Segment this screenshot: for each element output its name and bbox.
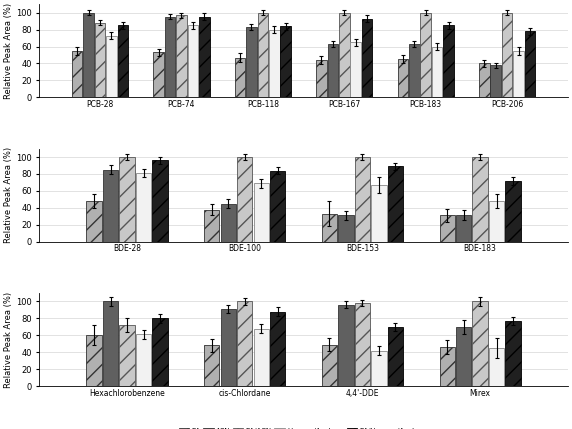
Bar — [489, 348, 505, 386]
Bar — [204, 209, 220, 242]
Bar — [338, 215, 353, 242]
Bar — [388, 166, 403, 242]
Bar — [432, 46, 442, 97]
Bar — [152, 318, 168, 386]
Bar — [328, 44, 338, 97]
Bar — [456, 327, 471, 386]
Bar — [502, 12, 513, 97]
Bar — [472, 157, 488, 242]
Bar — [84, 12, 94, 97]
Y-axis label: Relative Peak Area (%): Relative Peak Area (%) — [4, 3, 13, 99]
Bar — [72, 51, 82, 97]
Bar — [235, 57, 245, 97]
Bar — [362, 18, 372, 97]
Bar — [270, 171, 285, 242]
Bar — [490, 65, 501, 97]
Bar — [351, 42, 361, 97]
Bar — [246, 27, 257, 97]
Bar — [322, 214, 337, 242]
Bar — [280, 26, 291, 97]
Bar — [270, 311, 285, 386]
Bar — [479, 63, 490, 97]
Bar — [338, 305, 353, 386]
Bar — [188, 25, 198, 97]
Bar — [221, 309, 236, 386]
Bar — [355, 157, 370, 242]
Bar — [439, 347, 455, 386]
Bar — [165, 17, 176, 97]
Bar — [398, 59, 408, 97]
Bar — [136, 173, 151, 242]
Bar — [95, 23, 105, 97]
Bar — [199, 17, 209, 97]
Bar — [253, 329, 269, 386]
Bar — [86, 201, 102, 242]
Bar — [120, 325, 134, 386]
Bar — [506, 181, 521, 242]
Bar — [525, 31, 535, 97]
Bar — [339, 12, 349, 97]
Bar — [237, 302, 252, 386]
Bar — [269, 30, 280, 97]
Legend: EA, ACN, EA/ACN, Hexane/Acetone, EA/Hexane/Acetone: EA, ACN, EA/ACN, Hexane/Acetone, EA/Hexa… — [176, 425, 431, 429]
Y-axis label: Relative Peak Area (%): Relative Peak Area (%) — [4, 291, 13, 387]
Bar — [316, 60, 327, 97]
Bar — [409, 44, 420, 97]
Bar — [103, 302, 118, 386]
Bar — [439, 215, 455, 242]
Bar — [456, 214, 471, 242]
Bar — [86, 335, 102, 386]
Bar — [513, 51, 524, 97]
Bar — [420, 12, 431, 97]
Bar — [355, 303, 370, 386]
Bar — [152, 160, 168, 242]
Bar — [120, 157, 134, 242]
Bar — [371, 350, 387, 386]
Bar — [257, 12, 268, 97]
Bar — [322, 344, 337, 386]
Bar — [237, 157, 252, 242]
Bar — [176, 15, 186, 97]
Bar — [221, 204, 236, 242]
Bar — [136, 335, 151, 386]
Bar — [106, 36, 117, 97]
Bar — [489, 201, 505, 242]
Y-axis label: Relative Peak Area (%): Relative Peak Area (%) — [4, 147, 13, 243]
Bar — [388, 327, 403, 386]
Bar — [371, 185, 387, 242]
Bar — [443, 25, 454, 97]
Bar — [472, 302, 488, 386]
Bar — [103, 170, 118, 242]
Bar — [117, 25, 128, 97]
Bar — [204, 345, 220, 386]
Bar — [506, 321, 521, 386]
Bar — [153, 52, 164, 97]
Bar — [253, 183, 269, 242]
